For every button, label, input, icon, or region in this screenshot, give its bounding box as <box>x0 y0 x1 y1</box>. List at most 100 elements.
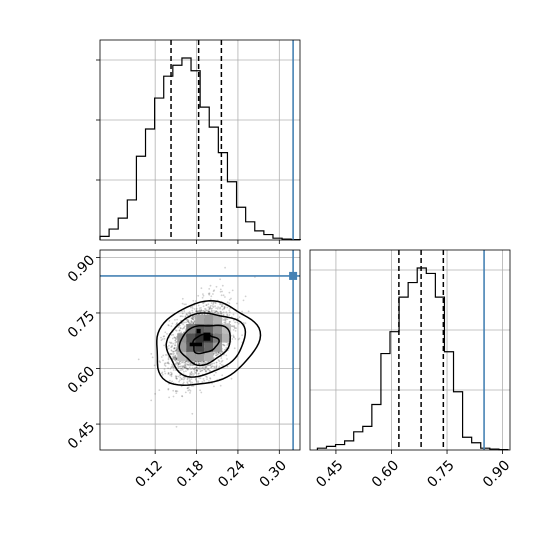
scatter-point <box>220 305 223 308</box>
scatter-point <box>191 311 194 314</box>
scatter-point <box>223 306 226 308</box>
scatter-point <box>223 348 226 351</box>
scatter-point <box>233 326 236 329</box>
scatter-point <box>217 353 219 356</box>
scatter-point <box>217 312 220 314</box>
scatter-point <box>212 293 214 295</box>
scatter-point <box>174 357 177 359</box>
scatter-point <box>213 362 216 365</box>
scatter-point <box>172 356 175 359</box>
scatter-point <box>187 368 190 370</box>
scatter-point <box>242 322 245 324</box>
scatter-point <box>183 366 186 369</box>
scatter-point <box>221 343 224 346</box>
scatter-point <box>202 305 205 308</box>
scatter-point <box>207 310 210 313</box>
scatter-point <box>163 344 166 347</box>
scatter-point <box>226 318 229 321</box>
scatter-point <box>175 390 178 392</box>
scatter-point <box>200 391 203 394</box>
scatter-point <box>232 319 235 322</box>
scatter-point <box>195 310 198 313</box>
density-cell-7 <box>204 342 214 352</box>
scatter-point <box>228 322 231 325</box>
scatter-point <box>153 364 156 367</box>
scatter-point <box>191 305 194 308</box>
scatter-point <box>219 306 222 309</box>
scatter-point <box>233 325 236 327</box>
scatter-point <box>172 350 175 353</box>
scatter-point <box>187 320 190 322</box>
scatter-point <box>164 372 167 375</box>
scatter-point <box>175 376 178 379</box>
scatter-point <box>179 376 182 379</box>
scatter-point <box>190 320 193 323</box>
scatter-point <box>179 315 182 318</box>
scatter-point <box>193 373 195 375</box>
scatter-point <box>174 339 177 342</box>
scatter-point <box>199 310 201 313</box>
scatter-point <box>216 353 219 356</box>
scatter-point <box>174 350 177 352</box>
scatter-point <box>181 395 183 397</box>
scatter-point <box>191 381 194 384</box>
scatter-point <box>185 303 187 306</box>
scatter-point <box>196 366 198 369</box>
scatter-point <box>185 313 188 315</box>
scatter-point <box>206 367 209 370</box>
hist-param-1-xtick-label-2: 0.75 <box>424 457 457 490</box>
scatter-point <box>228 321 231 323</box>
scatter-point <box>221 350 224 353</box>
density-contour-3 <box>192 333 220 355</box>
scatter-point <box>189 313 191 315</box>
scatter-point <box>179 379 181 381</box>
scatter-point <box>167 373 170 375</box>
scatter-point <box>199 310 202 313</box>
scatter-point <box>167 387 170 390</box>
density-core-2 <box>196 328 201 334</box>
scatter-point <box>188 380 191 382</box>
scatter-point <box>213 310 215 312</box>
scatter-point <box>211 305 214 307</box>
scatter-point <box>175 329 178 332</box>
scatter-point <box>164 362 167 364</box>
scatter-point <box>190 368 193 370</box>
scatter-point <box>237 322 240 325</box>
scatter-point <box>209 311 212 314</box>
scatter-point <box>175 351 178 353</box>
scatter-point <box>200 309 203 312</box>
scatter-point <box>199 377 202 380</box>
scatter-point <box>187 321 190 324</box>
scatter-point <box>167 372 170 374</box>
scatter-point <box>201 369 203 371</box>
scatter-point <box>204 310 206 313</box>
scatter-point <box>187 364 190 367</box>
density-contour-2 <box>178 324 231 367</box>
scatter-point <box>215 365 218 368</box>
scatter-point <box>171 350 173 352</box>
scatter-point <box>198 360 200 363</box>
scatter-point <box>220 312 222 315</box>
scatter-point <box>194 360 196 363</box>
scatter-point <box>179 367 182 370</box>
density-cell-0 <box>177 351 187 362</box>
scatter-point <box>200 310 203 313</box>
scatter-point <box>197 380 200 383</box>
scatter-point <box>213 366 216 369</box>
scatter-point <box>217 352 220 354</box>
hist-param-1-background <box>310 250 510 450</box>
scatter-point <box>171 363 174 366</box>
scatter-point <box>162 354 165 357</box>
scatter-point <box>183 377 186 380</box>
scatter-point <box>182 323 185 326</box>
scatter-point <box>192 368 195 371</box>
scatter-point <box>163 335 166 338</box>
scatter-point <box>181 302 184 305</box>
scatter-point <box>208 307 211 310</box>
scatter-point <box>160 336 162 339</box>
density-core-0 <box>189 342 203 347</box>
scatter-point <box>205 375 208 378</box>
scatter-point <box>208 293 211 296</box>
scatter-point <box>232 334 235 337</box>
density-cell-2 <box>195 351 205 362</box>
